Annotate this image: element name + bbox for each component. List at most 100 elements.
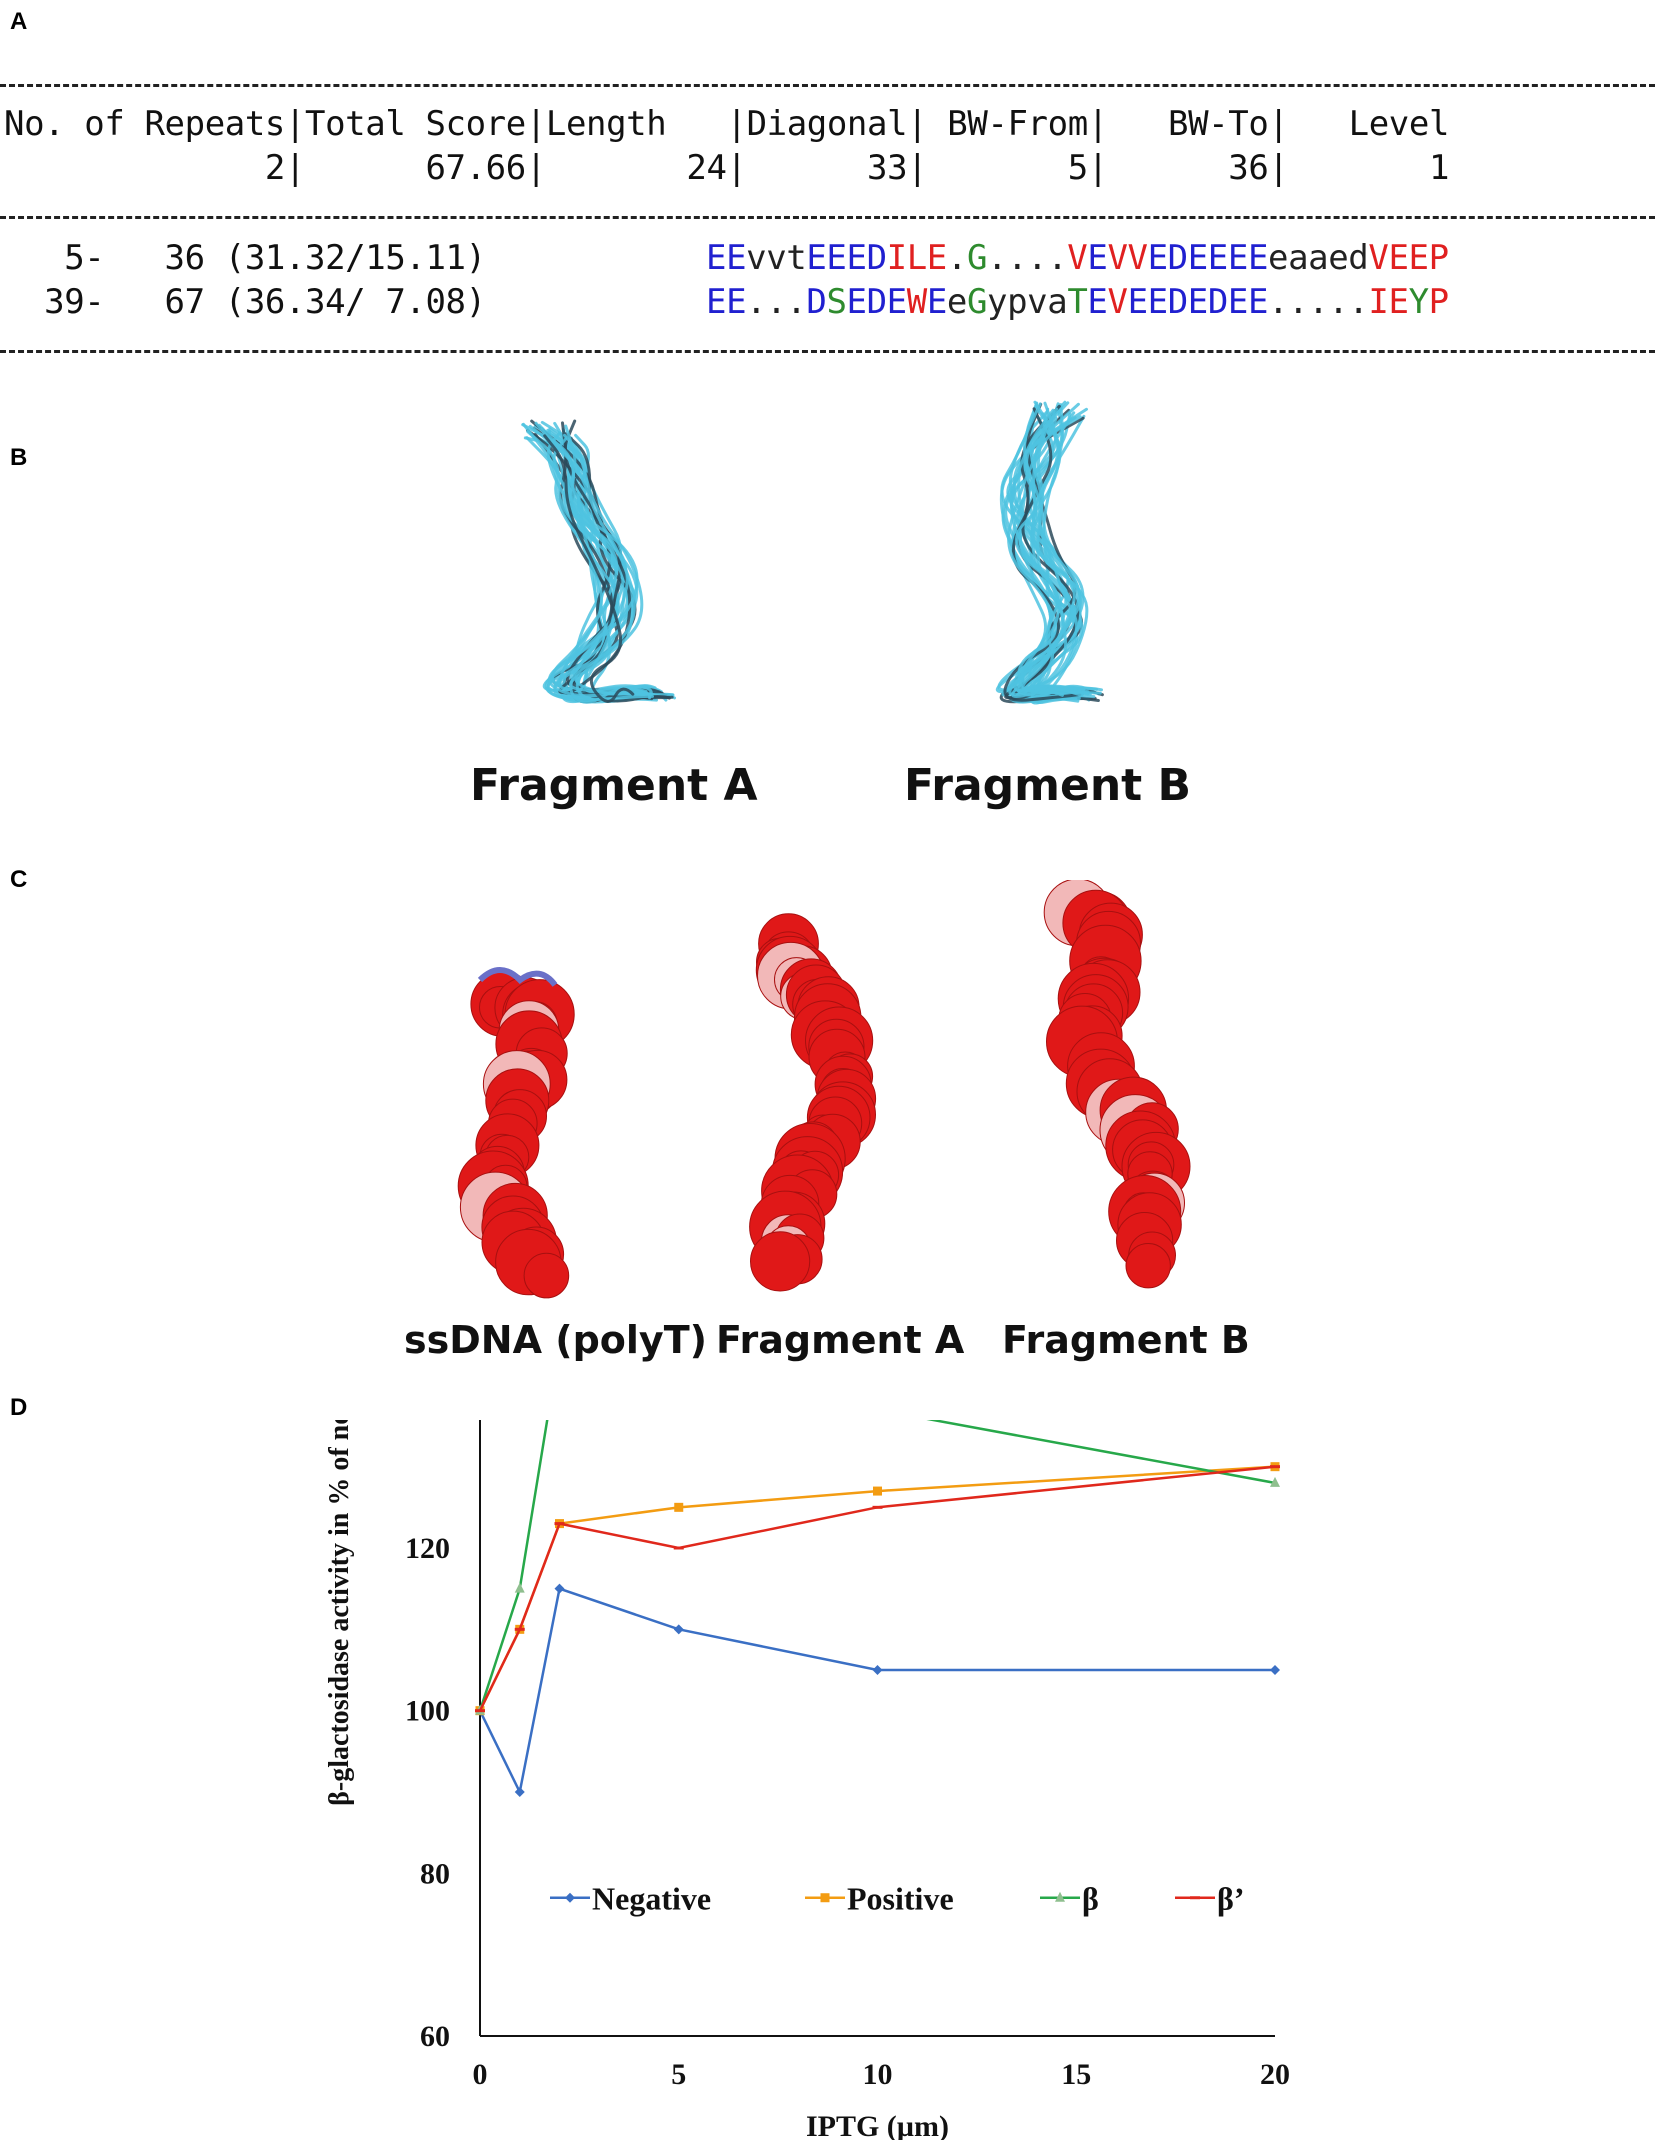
sequence-segment: P <box>1428 238 1449 278</box>
activity-chart: 608010012014016018005101520IPTG (µm)β-gl… <box>324 1420 1290 2140</box>
backbone-trace <box>528 424 652 700</box>
x-tick-label: 20 <box>1260 2058 1290 2091</box>
repeat-range-2: 39- 67 (36.34/ 7.08) <box>4 282 486 322</box>
sequence-segment: .... <box>987 238 1068 278</box>
panel-b-structures <box>521 400 1104 705</box>
data-point <box>673 1624 684 1635</box>
data-point <box>1055 1891 1065 1902</box>
sequence-segment: EDE <box>846 282 908 322</box>
fragment-b-ensemble <box>995 400 1104 705</box>
y-tick-label: 120 <box>405 1532 450 1565</box>
fragment-a-ensemble <box>521 419 676 704</box>
table-values: 2| 67.66| 24| 33| 5| 36| 1 <box>4 148 1450 188</box>
sequence-segment: D <box>806 282 827 322</box>
chart-axes: 608010012014016018005101520IPTG (µm)β-gl… <box>324 1420 1290 2140</box>
ssdna-caption: ssDNA (polyT) <box>404 1318 707 1362</box>
surface-blob <box>1125 1243 1171 1289</box>
sequence-segment: . <box>946 238 967 278</box>
backbone-trace <box>543 434 635 703</box>
y-axis-title: β-glactosidase activity in % of no induc… <box>324 1420 355 1806</box>
fragment-a-caption-b: Fragment A <box>470 760 758 811</box>
data-point <box>1270 1665 1280 1675</box>
panel-label-c: C <box>10 866 28 893</box>
sequence-segment: vvt <box>746 238 807 278</box>
data-point <box>565 1892 575 1903</box>
data-point <box>514 1787 525 1797</box>
series-line <box>478 1465 1276 1712</box>
sequence-segment: Y <box>1408 282 1429 322</box>
fragment-b-caption-b: Fragment B <box>904 760 1192 811</box>
backbone-trace <box>1024 415 1082 697</box>
sequence-segment: ..... <box>1268 282 1369 322</box>
sequence-segment: ILE <box>886 238 948 278</box>
series-line <box>478 1587 1275 1796</box>
sequence-segment: VV <box>1107 238 1148 278</box>
legend-item: β’ <box>1175 1881 1245 1917</box>
ssdna-surface <box>457 967 575 1299</box>
table-divider <box>0 84 1655 87</box>
data-point <box>514 1582 525 1593</box>
sequence-segment: ... <box>746 282 807 322</box>
repeat-sequence-2: EE...DSEDEWEeGypvaTEVEEDEDEE.....IEYP <box>706 282 1449 322</box>
chart-series <box>475 1420 1280 1797</box>
sequence-segment: EDEEEE <box>1147 238 1269 278</box>
surface-blob <box>523 1252 570 1299</box>
data-point <box>820 1893 830 1903</box>
sequence-segment: EEED <box>806 238 887 278</box>
x-tick-label: 15 <box>1061 2058 1091 2091</box>
x-tick-label: 10 <box>863 2058 893 2091</box>
backbone-trace <box>1016 400 1090 694</box>
fragment-a-surface <box>749 913 877 1292</box>
panel-label-a: A <box>10 8 28 35</box>
fragment-b-surface <box>1043 880 1191 1289</box>
data-point <box>674 1502 684 1512</box>
x-tick-label: 5 <box>671 2058 686 2091</box>
y-tick-label: 100 <box>405 1695 450 1728</box>
sequence-segment: eaaed <box>1268 238 1369 278</box>
fragment-b-caption-c: Fragment B <box>1002 1318 1250 1362</box>
sequence-segment: VEE <box>1368 238 1429 278</box>
data-point <box>554 1583 565 1594</box>
sequence-segment: V <box>1067 238 1088 278</box>
legend-label: β’ <box>1217 1881 1245 1917</box>
sequence-segment: E <box>926 282 947 322</box>
legend-item: Negative <box>550 1881 711 1917</box>
sequence-segment: T <box>1067 282 1088 322</box>
y-tick-label: 60 <box>420 2020 450 2053</box>
chart-legend: Negative Positive β β’ <box>550 1881 1245 1917</box>
sequence-segment: e <box>946 282 967 322</box>
sequence-segment: EEDEDEE <box>1127 282 1269 322</box>
data-point <box>1270 1476 1280 1487</box>
x-axis-title: IPTG (µm) <box>806 2110 949 2140</box>
legend-item: β <box>1040 1881 1099 1917</box>
backbone-trace <box>1025 401 1077 697</box>
panel-label-d: D <box>10 1394 28 1421</box>
series-line <box>478 1420 1276 1712</box>
sequence-segment: V <box>1107 282 1128 322</box>
ssdna-cap <box>477 967 558 987</box>
sequence-segment: E <box>1087 238 1108 278</box>
sequence-segment: ypva <box>987 282 1068 322</box>
sequence-segment: EE <box>706 238 747 278</box>
data-point <box>872 1665 883 1675</box>
table-divider <box>0 350 1655 353</box>
legend-label: β <box>1082 1881 1099 1917</box>
sequence-segment: G <box>966 238 988 278</box>
series-square <box>475 1462 1280 1716</box>
series-diamond <box>475 1583 1280 1797</box>
legend-item: Positive <box>805 1881 954 1917</box>
sequence-segment: E <box>1087 282 1108 322</box>
fragment-a-caption-c: Fragment A <box>716 1318 965 1362</box>
backbone-trace <box>563 433 654 701</box>
backbone-trace <box>1003 407 1082 702</box>
sequence-segment: S <box>826 282 847 322</box>
sequence-segment: IE <box>1368 282 1409 322</box>
sequence-segment: P <box>1428 282 1449 322</box>
x-tick-label: 0 <box>473 2058 488 2091</box>
y-tick-label: 80 <box>420 1857 450 1890</box>
data-point <box>873 1486 882 1496</box>
sequence-segment: G <box>966 282 988 322</box>
repeat-sequence-1: EEvvtEEEDILE.G....VEVVEDEEEEeaaedVEEP <box>706 238 1449 278</box>
table-divider <box>0 216 1655 219</box>
legend-label: Negative <box>592 1881 711 1917</box>
